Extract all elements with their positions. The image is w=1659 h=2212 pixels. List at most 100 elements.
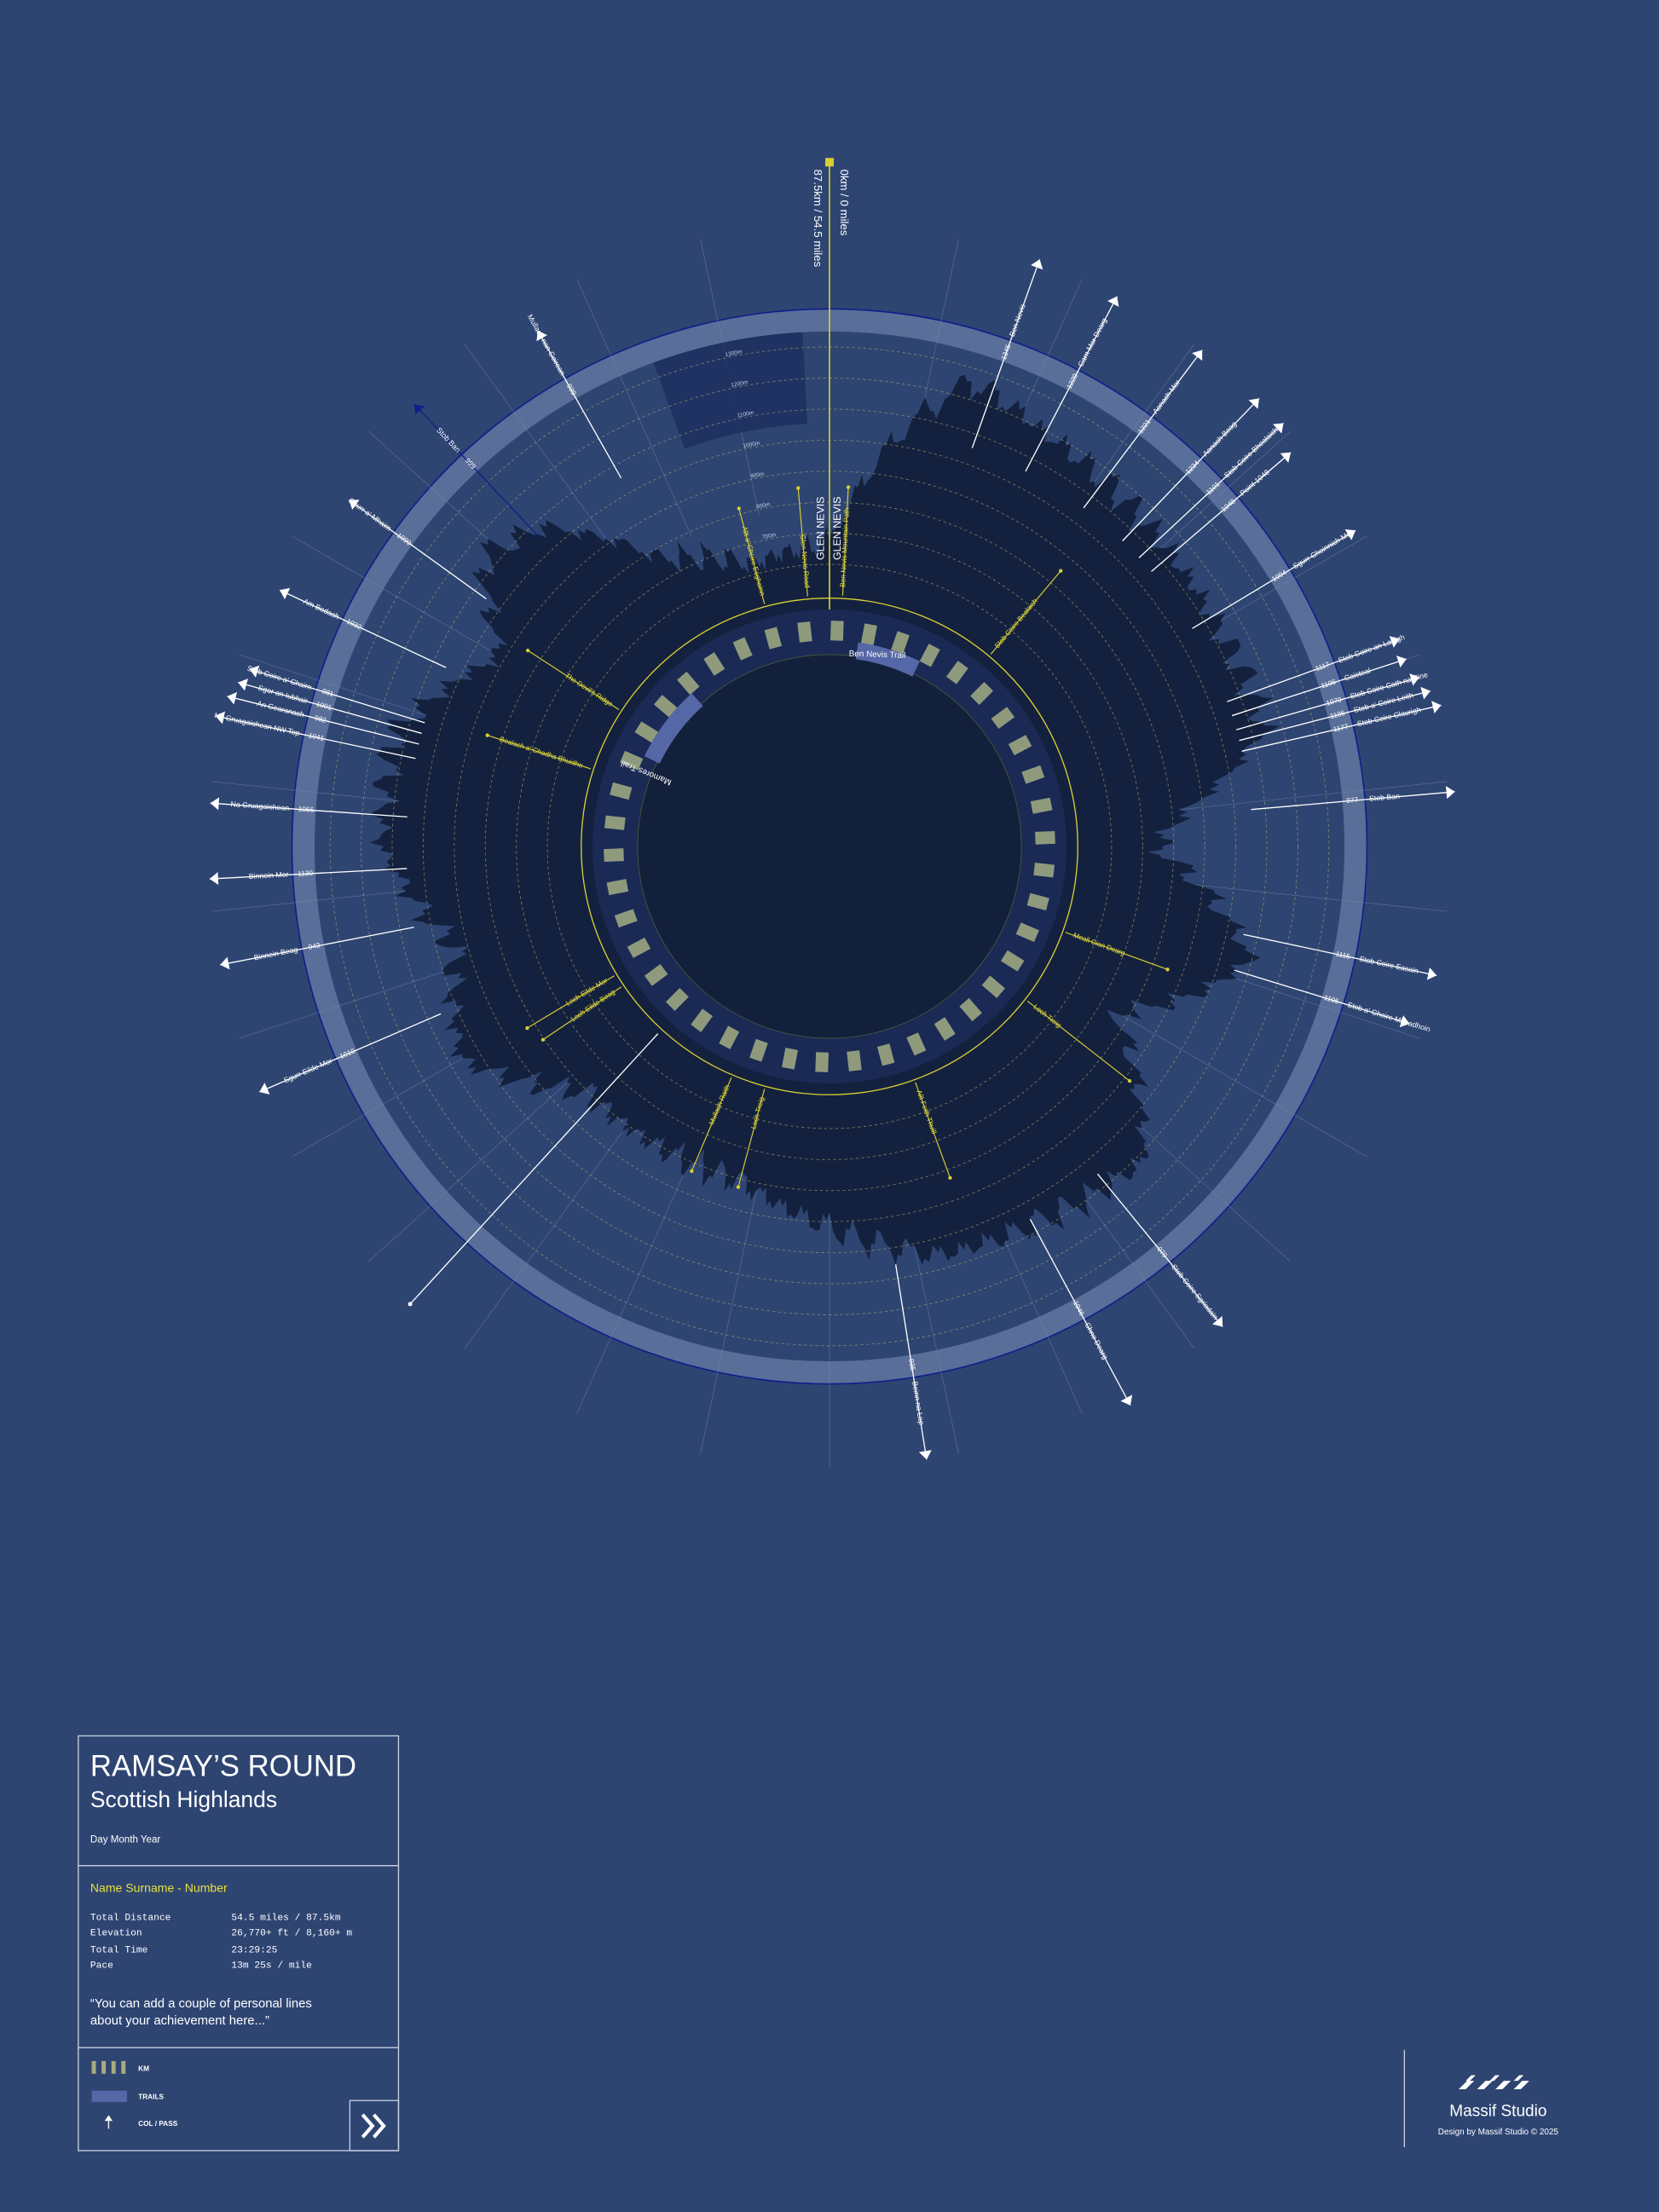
place-dot	[540, 1037, 546, 1042]
km-block	[959, 997, 982, 1022]
km-block	[934, 1017, 956, 1041]
guide-line	[1165, 881, 1448, 912]
km-block	[749, 1038, 768, 1062]
km-block	[732, 637, 753, 661]
legend-label: KM	[138, 2065, 149, 2073]
peak-arrow	[895, 1264, 928, 1460]
peak-arrow	[215, 715, 416, 759]
peak-arrowhead	[1389, 636, 1400, 648]
quote-line: about your achievement here...”	[90, 2014, 269, 2028]
elevation-sector	[653, 332, 808, 449]
place-line	[527, 650, 620, 711]
peak-arrow	[1231, 658, 1407, 717]
peak-arrow	[1083, 349, 1203, 509]
peak-arrow	[1227, 638, 1400, 702]
km-block	[1030, 797, 1053, 814]
guide-line	[1122, 1015, 1367, 1158]
runner: Name Surname - Number	[90, 1880, 228, 1894]
peak-arrowhead	[413, 404, 425, 415]
place-line	[487, 735, 592, 770]
km-block	[1000, 950, 1025, 972]
km-block	[981, 975, 1005, 998]
distance-label: 87.5km / 54.5 miles	[812, 170, 824, 268]
place-line	[797, 488, 808, 597]
peak-arrow	[1251, 791, 1455, 811]
peak-height: 981	[321, 687, 335, 698]
km-block	[606, 879, 629, 896]
peak-arrow	[220, 927, 414, 966]
peak-arrowhead	[259, 1083, 270, 1094]
km-block	[1035, 830, 1055, 845]
peak-arrow	[1241, 704, 1442, 752]
place-dot	[948, 1175, 952, 1180]
info-panel: RAMSAY’S ROUND Scottish Highlands Day Mo…	[78, 1735, 400, 2151]
peak-arrowhead	[249, 665, 260, 678]
place-dot	[690, 1169, 694, 1173]
peak-arrow	[210, 802, 408, 818]
peak-name: Na Gruagaichean	[230, 800, 289, 812]
peak-arrowhead	[349, 500, 360, 511]
stat-value: 26,770+ ft / 8,160+ m	[231, 1929, 352, 1939]
peak-arrowhead	[1426, 967, 1437, 980]
peak-height: 1056	[298, 806, 314, 814]
peak-height: 1105	[1323, 994, 1340, 1006]
peak-arrowhead	[536, 331, 547, 342]
km-block	[604, 815, 626, 830]
peak-arrow	[209, 868, 408, 880]
peak-arrow	[1122, 397, 1260, 542]
peak-arrowhead	[918, 1450, 932, 1460]
peak-arrowhead	[1212, 1316, 1223, 1327]
km-block	[620, 750, 644, 771]
place-dot	[525, 648, 530, 653]
place-line	[841, 487, 849, 596]
peak-arrow	[1025, 296, 1118, 472]
km-block	[644, 963, 668, 986]
km-block	[719, 1025, 740, 1049]
km-block	[665, 988, 689, 1011]
legend-pass-icon	[104, 2115, 113, 2129]
peak-arrowhead	[210, 797, 220, 811]
peak-height: 1130	[298, 869, 314, 878]
place-line	[527, 975, 615, 1029]
peak-arrow	[279, 589, 447, 668]
peak-arrow	[227, 696, 419, 745]
peak-arrow	[413, 403, 540, 539]
place-dot	[1165, 967, 1170, 972]
place-line	[542, 986, 622, 1041]
km-block	[815, 1052, 830, 1072]
km-block	[604, 848, 624, 862]
peak-arrowhead	[238, 679, 248, 691]
km-block	[703, 652, 725, 676]
peak-arrowhead	[1431, 701, 1442, 713]
stat-label: Total Distance	[90, 1913, 171, 1923]
place-line	[1065, 932, 1168, 970]
peak-arrow	[1029, 1218, 1131, 1406]
km-block	[797, 621, 812, 643]
place-line	[915, 1082, 951, 1178]
peak-arrow	[348, 499, 487, 600]
peak-arrow	[1243, 933, 1437, 977]
elevation-label: 1200m	[731, 379, 749, 389]
stat-value: 23:29:25	[231, 1945, 277, 1955]
next-button[interactable]	[349, 2099, 400, 2151]
peak-height: 1001	[315, 700, 333, 712]
quote-line: “You can add a couple of personal lines	[90, 1997, 312, 2011]
peak-arrow	[1138, 422, 1284, 558]
trail-band	[855, 642, 920, 677]
legend-label: TRAILS	[138, 2094, 164, 2101]
elevation-ring	[546, 563, 1113, 1129]
place-line	[1026, 1000, 1130, 1082]
peak-arrowhead	[220, 956, 230, 970]
legend-km-icon	[91, 2060, 126, 2074]
km-block	[919, 644, 940, 667]
core-disc	[637, 654, 1022, 1039]
km-block	[614, 909, 638, 928]
place-line	[691, 1077, 732, 1172]
guide-line	[700, 1177, 760, 1454]
panel-frame	[78, 1735, 400, 2151]
peak-arrow	[971, 259, 1041, 448]
subtitle: Scottish Highlands	[90, 1787, 277, 1812]
peak-height: 982	[314, 714, 327, 725]
peak-arrowhead	[1273, 423, 1284, 434]
